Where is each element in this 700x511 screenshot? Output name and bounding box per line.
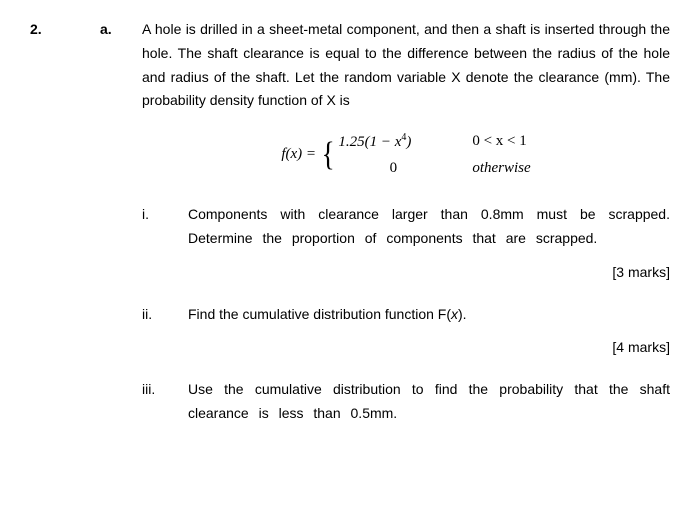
formula-inline: f(x) = { 1.25(1 − x4) 0 < x < 1 0 otherw… [281,129,530,181]
subpart-ii-label: ii. [142,303,164,327]
subpart-iii-body: Use the cumulative distribution to find … [188,378,670,426]
case-1-cond: 0 < x < 1 [472,129,526,156]
case1-cond-text: 0 < x < 1 [472,133,526,149]
part-a-label: a. [100,18,122,436]
subpart-iii-label: iii. [142,378,164,426]
pdf-formula: f(x) = { 1.25(1 − x4) 0 < x < 1 0 otherw… [142,129,670,181]
case-1-expr: 1.25(1 − x4) [338,129,448,156]
subpart-ii-body: Find the cumulative distribution functio… [188,303,670,327]
question-container: 2. a. A hole is drilled in a sheet-metal… [30,18,670,448]
case1-left-text: 1.25(1 − x [338,134,401,150]
subpart-i-body: Components with clearance larger than 0.… [188,203,670,251]
formula-lhs: f(x) = [281,142,316,168]
question-number: 2. [30,18,60,448]
subpart-ii: ii. Find the cumulative distribution fun… [142,303,670,327]
subpart-ii-marks: [4 marks] [142,336,670,360]
case-2-expr: 0 [338,156,448,182]
case-2: 0 otherwise [338,156,530,182]
question-content: a. A hole is drilled in a sheet-metal co… [100,18,670,448]
part-a: a. A hole is drilled in a sheet-metal co… [100,18,670,436]
sub-ii-post: ). [458,306,467,322]
sub-ii-pre: Find the cumulative distribution functio… [188,306,451,322]
case-2-cond: otherwise [472,156,530,182]
part-a-text: A hole is drilled in a sheet-metal compo… [142,18,670,113]
brace-icon: { [322,140,335,171]
subpart-i-label: i. [142,203,164,251]
formula-cases: 1.25(1 − x4) 0 < x < 1 0 otherwise [338,129,530,181]
part-a-body: A hole is drilled in a sheet-metal compo… [142,18,670,436]
sub-ii-var: x [451,306,458,322]
subpart-i-marks: [3 marks] [142,261,670,285]
subpart-i: i. Components with clearance larger than… [142,203,670,251]
subpart-iii: iii. Use the cumulative distribution to … [142,378,670,426]
case-1: 1.25(1 − x4) 0 < x < 1 [338,129,530,156]
case1-close: ) [406,134,411,150]
